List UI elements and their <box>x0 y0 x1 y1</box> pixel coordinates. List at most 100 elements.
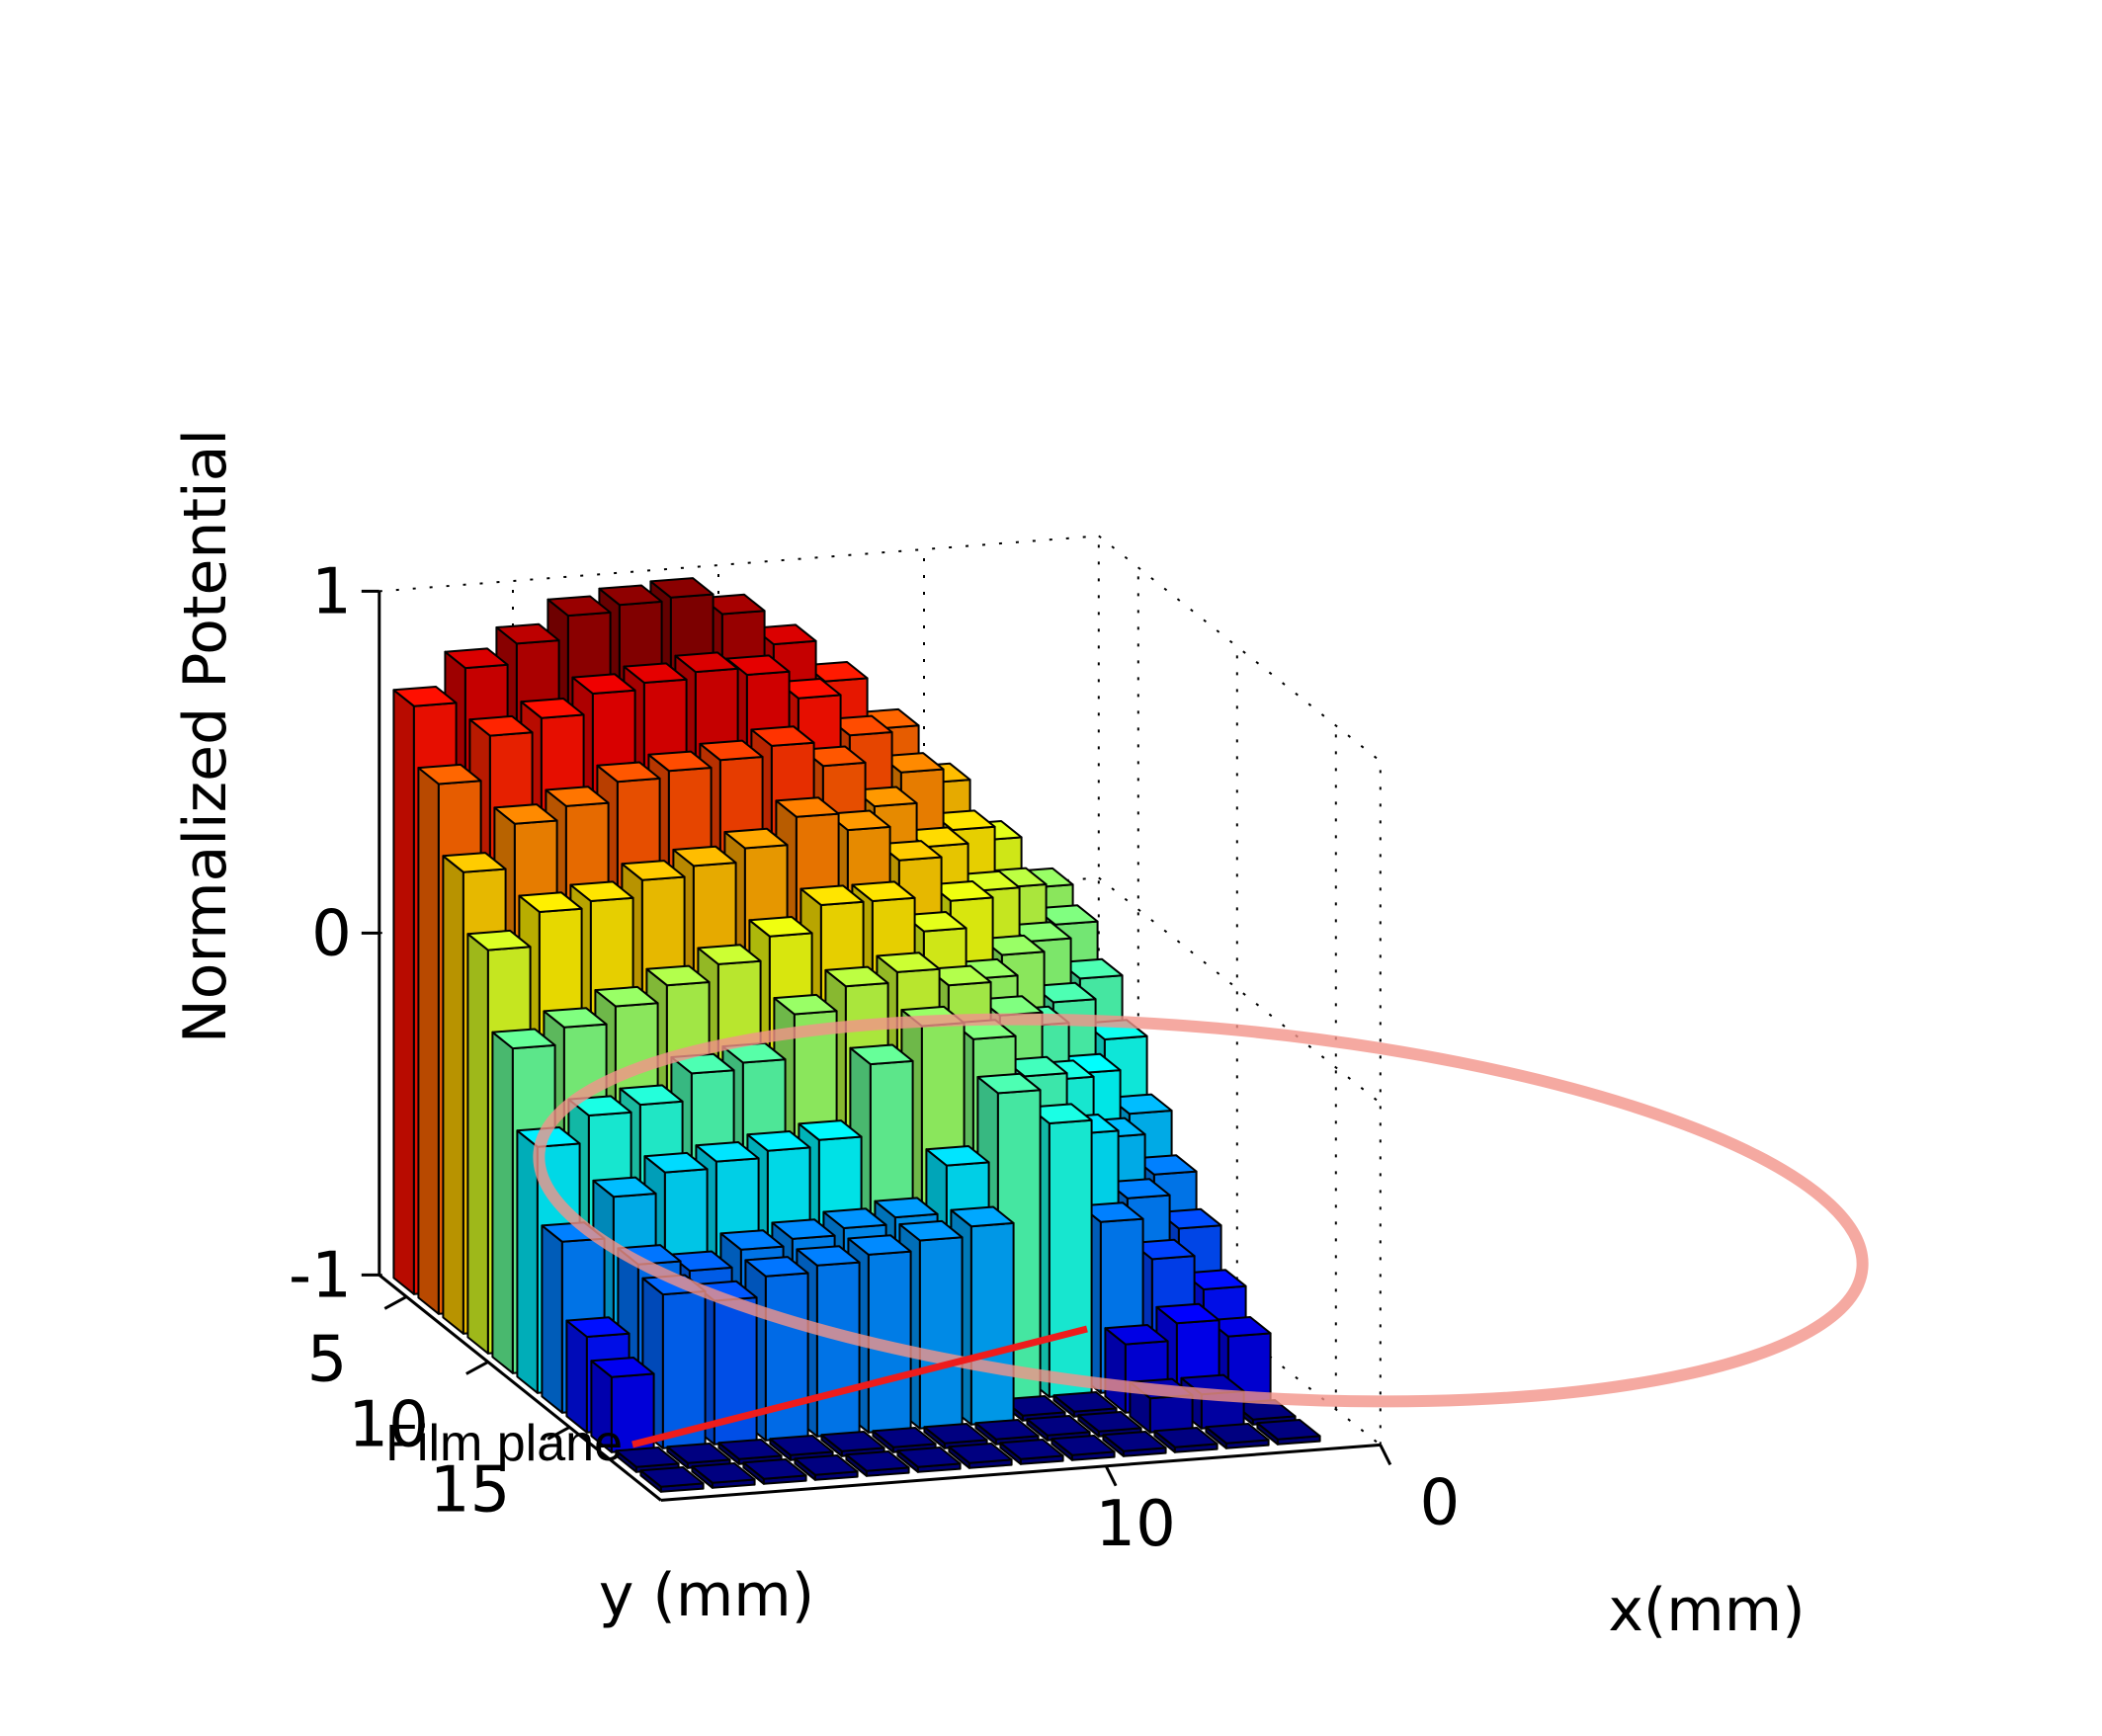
bar-r6-c4-top <box>697 944 762 965</box>
bar-r8-c0-left <box>442 855 464 1335</box>
bar-r4-c5-top <box>798 1119 863 1141</box>
bar-r7-c4-top <box>672 845 737 868</box>
bar-r7-c6-top <box>775 796 840 818</box>
bar-r6-c0-top <box>491 1028 556 1050</box>
bar-r6-c7-top <box>851 880 916 902</box>
bar-r3-c5-top <box>822 1207 887 1229</box>
y-tick-1 <box>465 1361 489 1375</box>
grid-back-h-2 <box>378 535 1099 593</box>
bar-r1-c8-top <box>1026 1415 1091 1437</box>
bar-r2-c3-top <box>744 1256 809 1278</box>
x-tick-label-1: 10 <box>1095 1488 1175 1561</box>
bar-r3-c4-top <box>771 1218 836 1240</box>
bar-r2-c6-front <box>918 1236 964 1430</box>
bar-r9-c2-top <box>520 698 585 719</box>
bar-r10-c1-top <box>444 647 509 670</box>
bar-r3-c6-top <box>874 1197 939 1219</box>
bar-r3-c0-top <box>565 1316 631 1338</box>
bar-r7-c2-top <box>569 880 634 902</box>
bar-r7-c5-top <box>723 827 789 850</box>
bar-r0-c6-top <box>948 1443 1013 1464</box>
bar-r2-c3-front <box>764 1272 809 1442</box>
y-tick-0 <box>383 1295 408 1310</box>
bar-r4-c0-left <box>541 1224 563 1414</box>
bar-r9-c0-top <box>417 763 482 785</box>
bar-r4-c4-top <box>746 1130 811 1152</box>
bar-r9-c5-top <box>674 651 739 674</box>
bar-r0-c0-top <box>639 1466 705 1488</box>
z-tick-label-0: 1 <box>311 555 352 628</box>
y-tick-label-0: 5 <box>307 1323 348 1396</box>
x-axis-line <box>660 1443 1381 1502</box>
bar-r3-c8-top <box>976 1072 1042 1095</box>
bar-r0-c7-top <box>999 1439 1064 1460</box>
x-tick-1 <box>1104 1465 1118 1487</box>
bar-r10-c5-top <box>649 577 715 599</box>
bar-r4-c2-top <box>643 1151 709 1174</box>
bar-r3-c9-front <box>1048 1118 1093 1398</box>
bar-r0-c9-top <box>1102 1431 1167 1452</box>
bar-r1-c7-top <box>974 1419 1040 1441</box>
labels-layer: Normalized Potential y (mm) x(mm) <box>171 429 1806 1645</box>
bar-r8-c0-top <box>442 852 507 873</box>
bar-r10-c0-top <box>392 686 458 707</box>
x-axis-label: x(mm) <box>1608 1576 1805 1645</box>
bar-r1-c3-top <box>769 1435 834 1456</box>
bar-r5-c2-top <box>619 1084 684 1107</box>
y-tick-2 <box>547 1426 571 1441</box>
bar-r2-c4-front <box>815 1261 861 1438</box>
bar-r1-c5-top <box>872 1427 937 1448</box>
bar-r2-c5-top <box>847 1234 912 1256</box>
bar-r8-c2-top <box>545 785 610 807</box>
bar-r8-c1-top <box>493 803 558 825</box>
bar-r5-c5-top <box>773 993 838 1016</box>
bar-r10-c4-top <box>598 584 663 607</box>
bar-r6-c1-top <box>543 1007 608 1029</box>
bar-r0-c8-top <box>1051 1435 1116 1456</box>
bar-r2-c4-top <box>796 1245 861 1267</box>
bar-r1-c9-top <box>1077 1411 1142 1433</box>
bar-r4-c6-top <box>849 1043 914 1066</box>
bar-r1-c6-top <box>923 1423 988 1445</box>
film-plane-label: Film plane <box>385 1415 623 1472</box>
bar-r1-c2-top <box>717 1439 783 1460</box>
z-axis-label: Normalized Potential <box>171 429 240 1043</box>
bar-r1-c1-top <box>666 1443 731 1464</box>
annotation-layer: Film plane <box>385 1013 1869 1472</box>
bar-r2-c7-front <box>969 1221 1015 1426</box>
bar-r2-c10-top <box>1104 1324 1169 1346</box>
y-tick-label-2: 15 <box>430 1453 510 1527</box>
bar-r8-c6-top <box>750 725 815 747</box>
film-plane-pointer-line <box>631 1325 1088 1448</box>
bar-r0-c1-top <box>691 1462 756 1484</box>
bar-r7-c0-left <box>466 933 489 1355</box>
bar-r0-c3-top <box>794 1454 859 1476</box>
bar-r10-c3-top <box>547 595 612 618</box>
z-tick-label-1: 0 <box>311 897 352 970</box>
bar-r6-c5-top <box>748 916 813 938</box>
bar-r0-c4-top <box>845 1450 910 1472</box>
film-plane-ellipse <box>533 1013 1869 1408</box>
x-tick-0 <box>1379 1444 1392 1466</box>
bar-r10-c0-left <box>392 689 415 1295</box>
bar-r6-c0-left <box>491 1031 514 1374</box>
bar-r5-c4-top <box>721 1041 787 1064</box>
bars-layer <box>392 577 1321 1493</box>
bar-r4-c1-top <box>592 1176 657 1199</box>
bar-r5-c7-top <box>876 951 941 973</box>
bar-r9-c0-left <box>417 767 440 1315</box>
bar-r6-c6-top <box>799 884 865 906</box>
bar-r7-c0-top <box>466 929 532 951</box>
bar-r4-c3-top <box>695 1141 760 1163</box>
y-tick-label-1: 10 <box>348 1388 428 1461</box>
bar-r10-c2-top <box>495 622 560 645</box>
bar-r7-c3-top <box>621 860 686 881</box>
bar-r0-c5-top <box>896 1447 962 1468</box>
bar-r2-c9-top <box>1052 1391 1118 1413</box>
bar-r1-c10-front <box>1148 1394 1194 1434</box>
bar-r2-c6-top <box>898 1219 964 1242</box>
bar-r3-c3-top <box>719 1229 785 1251</box>
